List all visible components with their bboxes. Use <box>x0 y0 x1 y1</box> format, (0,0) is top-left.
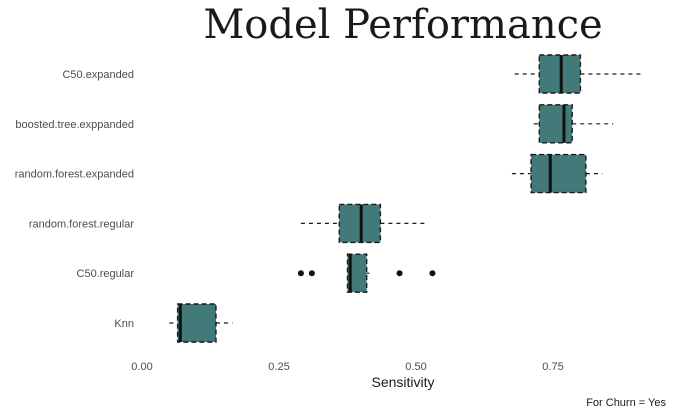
category-label: C50.regular <box>77 268 135 280</box>
outlier-point <box>297 270 304 277</box>
outlier-point <box>308 270 315 277</box>
category-label: Knn <box>114 318 134 330</box>
box-rect <box>176 303 217 343</box>
box-rect <box>530 153 587 194</box>
box-C50.expanded <box>514 54 641 94</box>
boxes-group <box>169 54 641 343</box>
category-label: C50.expanded <box>62 69 134 81</box>
category-labels: C50.expanded boosted.tree.exppanded random… <box>15 69 135 330</box>
x-tick-label: 0.75 <box>542 361 563 373</box>
x-tick-label: 0.50 <box>405 361 426 373</box>
box-C50.regular <box>297 253 436 293</box>
outlier-point <box>396 270 403 277</box>
category-label: random.forest.regular <box>29 218 134 230</box>
x-tick-labels: 0.00 0.25 0.50 0.75 <box>131 361 563 373</box>
box-random.forest.expanded <box>511 153 603 194</box>
box-random.forest.regular <box>300 203 427 244</box>
box-boosted.tree.exppanded <box>533 104 614 144</box>
chart-caption: For Churn = Yes <box>586 397 666 409</box>
box-rect <box>346 253 368 293</box>
chart-title: Model Performance <box>203 2 602 48</box>
category-label: boosted.tree.exppanded <box>15 119 134 131</box>
x-axis-title: Sensitivity <box>371 374 434 390</box>
outlier-point <box>429 270 436 277</box>
box-rect <box>538 104 573 144</box>
x-tick-label: 0.25 <box>268 361 289 373</box>
box-Knn <box>169 303 233 343</box>
category-label: random.forest.expanded <box>15 169 134 181</box>
x-tick-label: 0.00 <box>131 361 152 373</box>
